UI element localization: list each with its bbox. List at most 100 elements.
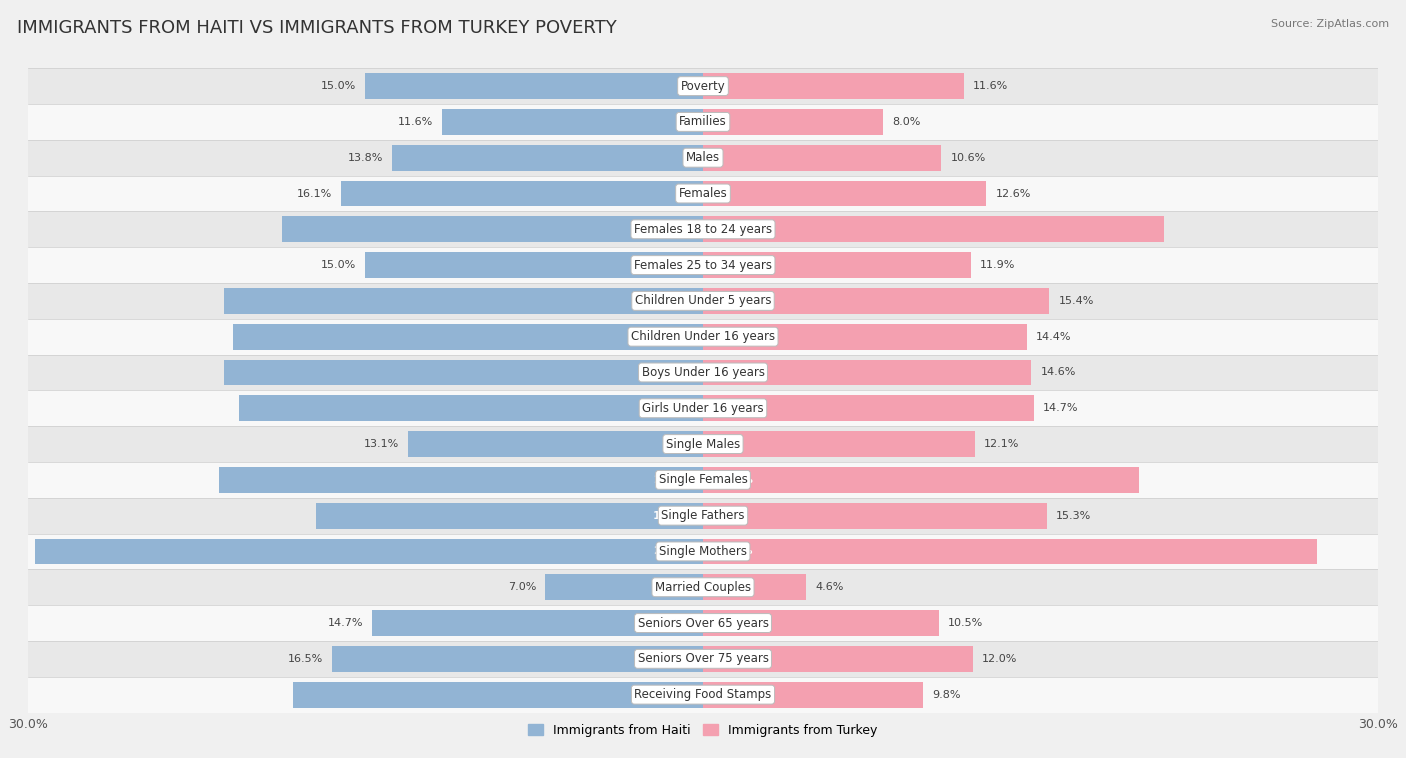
Bar [332, 646, 703, 672]
Bar [703, 467, 1139, 493]
Text: 16.5%: 16.5% [288, 654, 323, 664]
Text: Receiving Food Stamps: Receiving Food Stamps [634, 688, 772, 701]
Text: 13.1%: 13.1% [364, 439, 399, 449]
Text: 8.0%: 8.0% [891, 117, 921, 127]
Bar [703, 180, 987, 206]
Text: 18.7%: 18.7% [654, 224, 692, 234]
Text: Married Couples: Married Couples [655, 581, 751, 594]
Legend: Immigrants from Haiti, Immigrants from Turkey: Immigrants from Haiti, Immigrants from T… [523, 719, 883, 742]
Bar [28, 462, 1378, 498]
Text: 15.0%: 15.0% [322, 260, 357, 270]
Text: Seniors Over 65 years: Seniors Over 65 years [637, 616, 769, 630]
Bar [366, 252, 703, 278]
Bar [441, 109, 703, 135]
Bar [703, 396, 1033, 421]
Text: 27.3%: 27.3% [714, 547, 752, 556]
Bar [28, 211, 1378, 247]
Text: 14.7%: 14.7% [1043, 403, 1078, 413]
Text: 14.4%: 14.4% [1036, 332, 1071, 342]
Bar [340, 180, 703, 206]
Text: 29.7%: 29.7% [652, 547, 692, 556]
Bar [224, 288, 703, 314]
Bar [28, 390, 1378, 426]
Text: IMMIGRANTS FROM HAITI VS IMMIGRANTS FROM TURKEY POVERTY: IMMIGRANTS FROM HAITI VS IMMIGRANTS FROM… [17, 19, 617, 37]
Text: Poverty: Poverty [681, 80, 725, 92]
Bar [28, 426, 1378, 462]
Text: Children Under 16 years: Children Under 16 years [631, 330, 775, 343]
Bar [28, 104, 1378, 139]
Bar [703, 74, 965, 99]
Bar [283, 217, 703, 243]
Text: 20.9%: 20.9% [654, 332, 692, 342]
Text: 15.0%: 15.0% [322, 81, 357, 91]
Text: 12.0%: 12.0% [981, 654, 1018, 664]
Bar [35, 539, 703, 564]
Text: Girls Under 16 years: Girls Under 16 years [643, 402, 763, 415]
Text: 19.4%: 19.4% [714, 475, 754, 485]
Text: 17.2%: 17.2% [654, 511, 692, 521]
Text: 10.6%: 10.6% [950, 152, 986, 163]
Text: Seniors Over 75 years: Seniors Over 75 years [637, 653, 769, 666]
Text: 7.0%: 7.0% [508, 582, 537, 592]
Bar [219, 467, 703, 493]
Bar [366, 74, 703, 99]
Text: 11.6%: 11.6% [973, 81, 1008, 91]
Text: 12.6%: 12.6% [995, 189, 1031, 199]
Bar [703, 610, 939, 636]
Bar [28, 176, 1378, 211]
Bar [28, 677, 1378, 713]
Text: 20.5%: 20.5% [714, 224, 752, 234]
Bar [28, 68, 1378, 104]
Text: 11.9%: 11.9% [980, 260, 1015, 270]
Bar [703, 646, 973, 672]
Text: 14.7%: 14.7% [328, 618, 363, 628]
Bar [28, 283, 1378, 319]
Text: 13.8%: 13.8% [349, 152, 384, 163]
Text: 15.4%: 15.4% [1059, 296, 1094, 306]
Text: Children Under 5 years: Children Under 5 years [634, 294, 772, 308]
Bar [703, 503, 1047, 528]
Text: 11.6%: 11.6% [398, 117, 433, 127]
Bar [316, 503, 703, 528]
Bar [392, 145, 703, 171]
Bar [28, 498, 1378, 534]
Bar [28, 319, 1378, 355]
Bar [28, 139, 1378, 176]
Text: 16.1%: 16.1% [297, 189, 332, 199]
Text: 10.5%: 10.5% [948, 618, 983, 628]
Bar [703, 288, 1049, 314]
Bar [703, 431, 976, 457]
Bar [28, 605, 1378, 641]
Bar [28, 355, 1378, 390]
Bar [546, 575, 703, 600]
Bar [28, 569, 1378, 605]
Bar [703, 145, 942, 171]
Text: 21.5%: 21.5% [654, 475, 692, 485]
Text: Single Males: Single Males [666, 437, 740, 450]
Bar [294, 681, 703, 707]
Bar [233, 324, 703, 349]
Text: Source: ZipAtlas.com: Source: ZipAtlas.com [1271, 19, 1389, 29]
Text: Single Mothers: Single Mothers [659, 545, 747, 558]
Bar [703, 359, 1032, 385]
Text: Families: Families [679, 115, 727, 128]
Bar [703, 324, 1026, 349]
Text: 20.6%: 20.6% [654, 403, 692, 413]
Bar [28, 534, 1378, 569]
Text: Females: Females [679, 187, 727, 200]
Bar [224, 359, 703, 385]
Text: 15.3%: 15.3% [1056, 511, 1091, 521]
Text: Single Fathers: Single Fathers [661, 509, 745, 522]
Text: Males: Males [686, 151, 720, 164]
Bar [703, 217, 1164, 243]
Text: 18.2%: 18.2% [654, 690, 692, 700]
Text: 4.6%: 4.6% [815, 582, 844, 592]
Text: Boys Under 16 years: Boys Under 16 years [641, 366, 765, 379]
Bar [28, 641, 1378, 677]
Text: 14.6%: 14.6% [1040, 368, 1076, 377]
Bar [703, 109, 883, 135]
Text: Females 18 to 24 years: Females 18 to 24 years [634, 223, 772, 236]
Bar [703, 681, 924, 707]
Text: 9.8%: 9.8% [932, 690, 960, 700]
Bar [703, 575, 807, 600]
